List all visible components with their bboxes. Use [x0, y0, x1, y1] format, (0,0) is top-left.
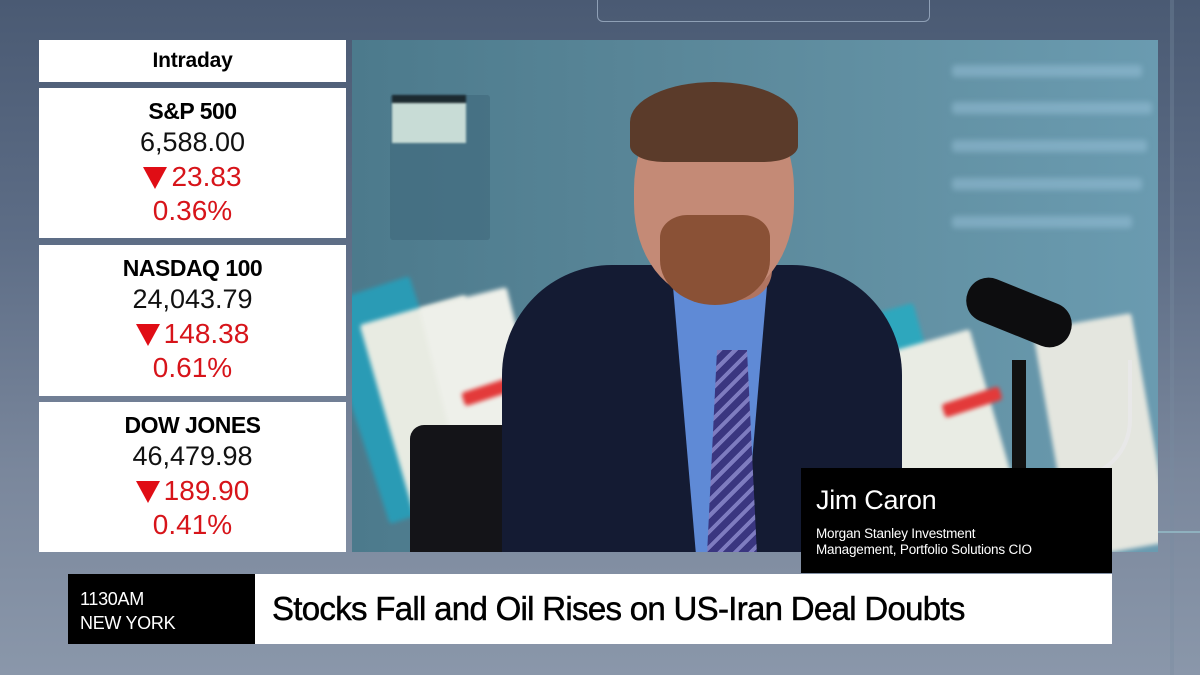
index-change: 23.83 [39, 159, 346, 194]
index-change: 148.38 [39, 316, 346, 351]
index-change-value: 23.83 [171, 161, 242, 192]
guest-title-line1: Morgan Stanley Investment [816, 526, 976, 541]
blurred-wall-text [952, 65, 1142, 77]
index-name: NASDAQ 100 [122, 255, 263, 281]
triangle-down-icon [143, 166, 168, 189]
index-change: 189.90 [39, 473, 346, 508]
guest-beard [660, 215, 770, 305]
index-change-value: 148.38 [163, 318, 250, 349]
guest-nameplate: Jim Caron Morgan Stanley Investment Mana… [801, 468, 1112, 573]
headline-text: Stocks Fall and Oil Rises on US-Iran Dea… [272, 590, 966, 628]
backdrop-frame [597, 0, 930, 22]
blurred-wall-text [952, 140, 1147, 152]
wall-sign [392, 95, 466, 143]
guest-hair [630, 82, 798, 162]
guest-name: Jim Caron [816, 485, 937, 515]
index-value: 46,479.98 [132, 441, 253, 471]
guest-title-line2: Management, Portfolio Solutions CIO [816, 542, 1032, 557]
index-name: DOW JONES [124, 412, 261, 438]
index-percent: 0.61% [152, 352, 233, 383]
microphone-icon [959, 271, 1079, 354]
triangle-down-icon [135, 480, 160, 503]
index-change-value: 189.90 [163, 475, 250, 506]
index-value: 24,043.79 [132, 284, 253, 314]
ticker-header: Intraday [39, 40, 346, 82]
index-percent: 0.41% [152, 509, 233, 540]
index-panel-dow-jones: DOW JONES 46,479.98 189.90 0.41% [39, 402, 346, 552]
headline-bar: Stocks Fall and Oil Rises on US-Iran Dea… [255, 574, 1112, 644]
broadcast-location: NEW YORK [80, 613, 176, 633]
blurred-wall-text [952, 178, 1142, 190]
time-location-box: 1130AM NEW YORK [68, 574, 255, 644]
video-frame [352, 40, 1158, 552]
blurred-wall-text [952, 102, 1152, 114]
index-percent: 0.36% [152, 195, 233, 226]
index-panel-nasdaq100: NASDAQ 100 24,043.79 148.38 0.61% [39, 245, 346, 396]
ticker-header-label: Intraday [152, 49, 233, 72]
backdrop-line [1170, 0, 1174, 675]
blurred-wall-text [952, 216, 1132, 228]
backdrop-line [1158, 531, 1200, 533]
triangle-down-icon [135, 323, 160, 346]
index-value: 6,588.00 [139, 127, 246, 157]
broadcast-time: 1130AM [80, 589, 144, 609]
index-panel-sp500: S&P 500 6,588.00 23.83 0.36% [39, 88, 346, 238]
index-name: S&P 500 [148, 98, 237, 124]
